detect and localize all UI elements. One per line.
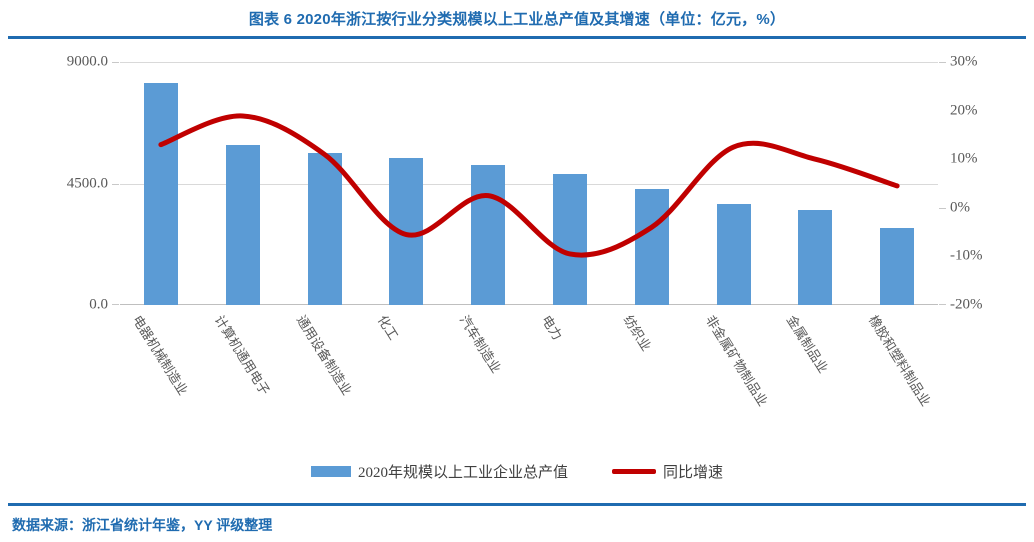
y-axis-right-label-3: 10% — [950, 150, 978, 167]
x-axis-label-10: 橡胶和塑料制品业 — [865, 312, 934, 409]
x-axis-label-2: 计算机通用电子 — [211, 312, 273, 398]
bar-5 — [471, 165, 506, 305]
bar-7 — [634, 188, 669, 305]
x-axis-category-labels: 电器机械制造业 计算机通用电子 通用设备制造业 化工 汽车制造业 电力 纺织业 非金属矿物制品… — [120, 311, 938, 471]
legend-item-1[interactable]: 2020年规模以上工业企业总产值 — [310, 461, 568, 482]
tick-right-30 — [939, 62, 946, 63]
gridline-top — [120, 62, 938, 63]
bar-9 — [798, 209, 833, 305]
x-axis-label-5: 汽车制造业 — [456, 312, 505, 376]
y-axis-right-label-1: -10% — [950, 247, 983, 264]
title-divider — [8, 36, 1026, 39]
legend-label-2: 同比增速 — [663, 464, 724, 481]
plot-area — [112, 62, 946, 305]
y-axis-left-label-0: 0.0 — [89, 296, 108, 313]
bar-10 — [880, 228, 915, 305]
legend-bar-swatch-icon — [310, 465, 351, 477]
x-axis-label-9: 金属制品业 — [784, 312, 832, 376]
x-axis-label-6: 电力 — [538, 312, 566, 343]
tick-left-9000 — [112, 62, 119, 63]
bar-2 — [225, 145, 260, 305]
gridline-mid — [120, 183, 938, 185]
bar-1 — [143, 83, 178, 305]
legend-label-1: 2020年规模以上工业企业总产值 — [357, 464, 568, 481]
tick-left-4500 — [112, 183, 119, 185]
tick-right-0 — [939, 207, 946, 209]
growth-rate-line-series — [120, 62, 938, 305]
chart-footer: 数据来源：浙江省统计年鉴，YY 评级整理 — [12, 512, 1022, 538]
y-axis-right-label-2: 0% — [950, 199, 970, 216]
y-axis-right-label-0: -20% — [950, 296, 983, 313]
x-axis-label-7: 纺织业 — [620, 312, 654, 354]
bar-3 — [307, 153, 342, 305]
y-axis-left-label-1: 4500.0 — [66, 175, 108, 191]
x-axis-label-3: 通用设备制造业 — [293, 312, 355, 398]
y-axis-right-label-4: 20% — [950, 102, 978, 119]
x-axis-label-1: 电器机械制造业 — [129, 312, 191, 398]
page-title: 图表 6 2020年浙江按行业分类规模以上工业总产值及其增速（单位：亿元，%） — [248, 10, 786, 28]
tick-right-neg20 — [939, 304, 946, 305]
tick-left-0 — [112, 304, 119, 305]
chart-legend: 2020年规模以上工业企业总产值 同比增速 — [8, 457, 1026, 485]
bar-8 — [716, 203, 751, 305]
y-axis-left-label-2: 9000.0 — [66, 53, 108, 70]
bar-series — [120, 62, 938, 305]
bar-6 — [552, 174, 587, 305]
axis-baseline — [120, 304, 938, 305]
x-axis-label-4: 化工 — [375, 312, 402, 343]
legend-item-2[interactable]: 同比增速 — [612, 461, 723, 482]
data-source-label: 数据来源：浙江省统计年鉴，YY 评级整理 — [12, 517, 273, 533]
x-axis-label-8: 非金属矿物制品业 — [702, 312, 771, 409]
footer-divider — [8, 503, 1026, 506]
legend-line-swatch-icon — [612, 468, 656, 474]
chart-canvas: 0.0 4500.0 9000.0 -20% -10% 0% 10% 20% 3… — [8, 39, 1026, 499]
y-axis-right-label-5: 30% — [950, 53, 978, 70]
chart-title-bar: 图表 6 2020年浙江按行业分类规模以上工业总产值及其增速（单位：亿元，%） — [0, 0, 1034, 36]
